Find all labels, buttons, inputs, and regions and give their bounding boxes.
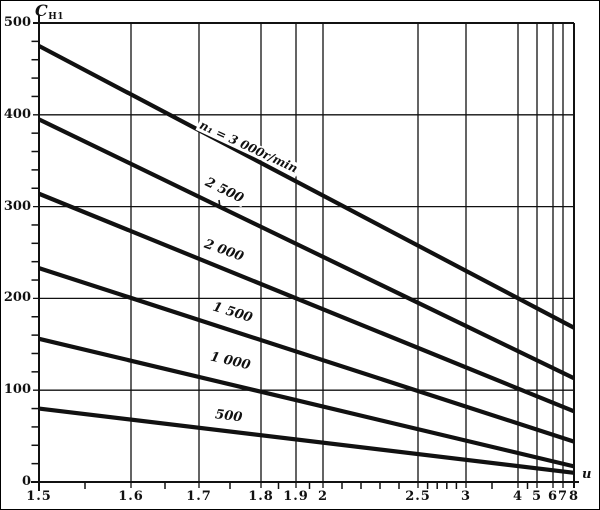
series-label-n1-2500: 2 500 (200, 174, 248, 208)
series-line-n1-2500 (38, 117, 575, 381)
label-pointer-n1-2500 (218, 199, 221, 209)
series-line-n1-2000 (38, 191, 575, 414)
series-line-n1-500 (38, 406, 575, 475)
x-tick-label-1.5: 1.5 (26, 489, 52, 504)
x-tick-label-2.5: 2.5 (405, 489, 431, 504)
y-tick-label-300: 300 (3, 198, 31, 214)
series-label-n1-2000: 2 000 (200, 236, 248, 266)
y-tick-label-200: 200 (3, 290, 31, 306)
y-tick-label-500: 500 (3, 15, 31, 30)
x-tick-label-3: 3 (460, 489, 472, 504)
x-tick-label-4: 4 (512, 489, 524, 504)
y-axis-title-subscript: H1 (48, 12, 64, 22)
x-tick-label-1.8: 1.8 (248, 489, 274, 504)
x-tick-label-1.7: 1.7 (186, 489, 212, 504)
x-tick-label-8: 8 (568, 489, 580, 504)
y-tick-label-100: 100 (3, 382, 31, 398)
x-tick-label-5: 5 (531, 489, 543, 504)
series-label-n1-1500: 1 500 (208, 299, 256, 327)
y-tick-label-400: 400 (3, 106, 31, 122)
series-line-n1-1500 (38, 266, 575, 444)
series-label-n1-1000: 1 000 (206, 349, 254, 374)
x-tick-label-1.6: 1.6 (118, 489, 144, 504)
x-tick-label-7: 7 (557, 489, 569, 504)
x-tick-label-6: 6 (547, 489, 559, 504)
x-tick-label-1.9: 1.9 (283, 489, 309, 504)
x-tick-label-2: 2 (317, 489, 329, 504)
y-tick-label-0: 0 (21, 474, 31, 489)
series-line-n1-1000 (38, 336, 575, 469)
series-label-n1-3000: n₁ = 3 000r/min (195, 117, 302, 177)
x-axis-label: u (582, 467, 592, 482)
series-label-n1-500: 500 (212, 407, 245, 426)
series-line-n1-3000 (38, 44, 575, 330)
